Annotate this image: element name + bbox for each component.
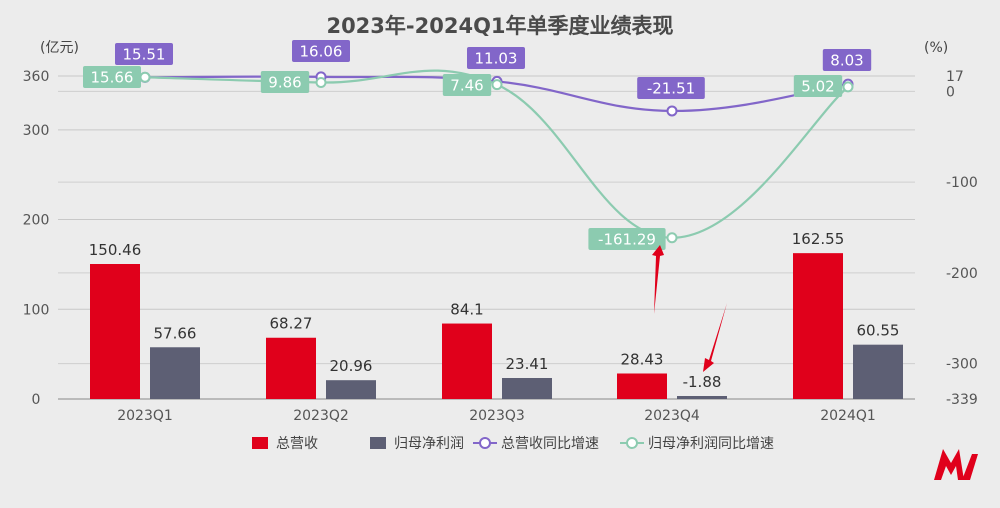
bar-total-revenue (793, 253, 843, 399)
growth-label-badge (467, 47, 525, 69)
legend-label: 总营收 (276, 436, 318, 452)
bar-net-profit (150, 347, 200, 399)
growth-label-badge (115, 43, 173, 65)
legend-swatch-marker (626, 437, 638, 449)
category-labels: 2023Q1 2023Q2 2023Q3 2023Q4 2024Q1 (117, 408, 876, 424)
legend-swatch (252, 437, 268, 449)
bar-data-label: 23.41 (506, 355, 549, 373)
bar-data-label: -1.88 (683, 373, 722, 391)
bar-data-label: 28.43 (621, 350, 664, 368)
bar-total-revenue (266, 337, 316, 399)
right-tick-label: -100 (946, 175, 978, 191)
left-tick-label: 300 (23, 123, 50, 139)
left-axis-unit: (亿元) (40, 40, 79, 56)
left-axis-ticks: 0 100 200 300 360 (23, 69, 50, 408)
growth-data-label: 8.03 (830, 52, 863, 70)
bar-data-label: 20.96 (330, 357, 373, 375)
growth-data-label: -21.51 (647, 80, 695, 98)
line-marker (666, 105, 678, 117)
bar-total-revenue (442, 323, 492, 399)
growth-label-badge (637, 77, 705, 99)
category-label: 2023Q1 (117, 408, 173, 424)
logo-mark (934, 449, 964, 480)
legend-label: 归母净利润 (394, 435, 464, 452)
logo-stroke (962, 454, 978, 480)
right-tick-label: -300 (946, 357, 978, 373)
growth-data-label: 7.46 (450, 77, 483, 95)
bar-total-revenue (90, 264, 140, 399)
legend-label: 总营收同比增速 (501, 436, 599, 452)
lines: 15.51 16.06 11.03 -21.51 8.03 15.66 9.86 7.46 -1… (83, 40, 872, 250)
category-label: 2023Q3 (469, 408, 525, 424)
right-axis-ticks: -339 -300 -200 -100 017 (946, 69, 978, 408)
bar-data-label: 60.55 (857, 322, 900, 340)
brand-logo (934, 449, 978, 480)
growth-data-label: 11.03 (475, 50, 518, 68)
arrow-down (703, 303, 727, 372)
left-tick-label: 0 (32, 392, 41, 408)
growth-data-label: 15.51 (123, 46, 166, 64)
growth-data-label: 16.06 (300, 43, 343, 61)
bar-data-label: 57.66 (154, 324, 197, 342)
growth-data-label: 5.02 (801, 78, 834, 96)
category-label: 2023Q2 (293, 408, 349, 424)
legend-label: 归母净利润同比增速 (648, 435, 774, 452)
bar-net-profit (326, 380, 376, 399)
arrow-up (652, 245, 664, 314)
legend: 总营收 归母净利润 总营收同比增速 归母净利润同比增速 (252, 435, 774, 452)
line-marker (139, 71, 151, 83)
right-axis-unit: (%) (924, 40, 948, 56)
legend-swatch (370, 437, 386, 449)
growth-label-badge (83, 66, 141, 88)
growth-label-badge (822, 49, 872, 71)
left-tick-label: 200 (23, 213, 50, 229)
line-marker (666, 232, 678, 244)
bar-data-label: 68.27 (270, 315, 313, 333)
right-tick-label: 17 (946, 69, 964, 85)
legend-swatch-marker (479, 437, 491, 449)
chart-title: 2023年-2024Q1年单季度业绩表现 (326, 14, 673, 38)
line-marker (491, 79, 503, 91)
growth-label-badge (260, 71, 310, 93)
growth-label-badge (292, 40, 350, 62)
bar-data-label: 162.55 (792, 230, 845, 248)
growth-data-label: 15.66 (91, 69, 134, 87)
annotation-arrows (652, 245, 727, 372)
bar-data-label: 84.1 (450, 301, 483, 319)
line-marker (842, 81, 854, 93)
line-marker (315, 76, 327, 88)
bar-net-profit (853, 344, 903, 399)
bar-net-profit (502, 377, 552, 399)
growth-label-badge (442, 74, 492, 96)
left-tick-label: 360 (23, 69, 50, 85)
bars: 150.46 68.27 84.1 28.43 162.55 57.66 20.96 23.4… (89, 230, 903, 399)
right-tick-label: 0 (946, 84, 955, 100)
right-tick-label: -200 (946, 266, 978, 282)
bar-total-revenue (617, 373, 667, 399)
left-tick-label: 100 (23, 302, 50, 318)
growth-data-label: 9.86 (268, 74, 301, 92)
bar-net-profit (677, 396, 727, 399)
bar-data-label: 150.46 (89, 241, 142, 259)
right-tick-label: -339 (946, 392, 978, 408)
category-label: 2024Q1 (820, 408, 876, 424)
growth-label-badge (588, 228, 666, 250)
growth-label-badge (793, 75, 843, 97)
category-label: 2023Q4 (644, 408, 700, 424)
growth-data-label: -161.29 (598, 231, 656, 249)
